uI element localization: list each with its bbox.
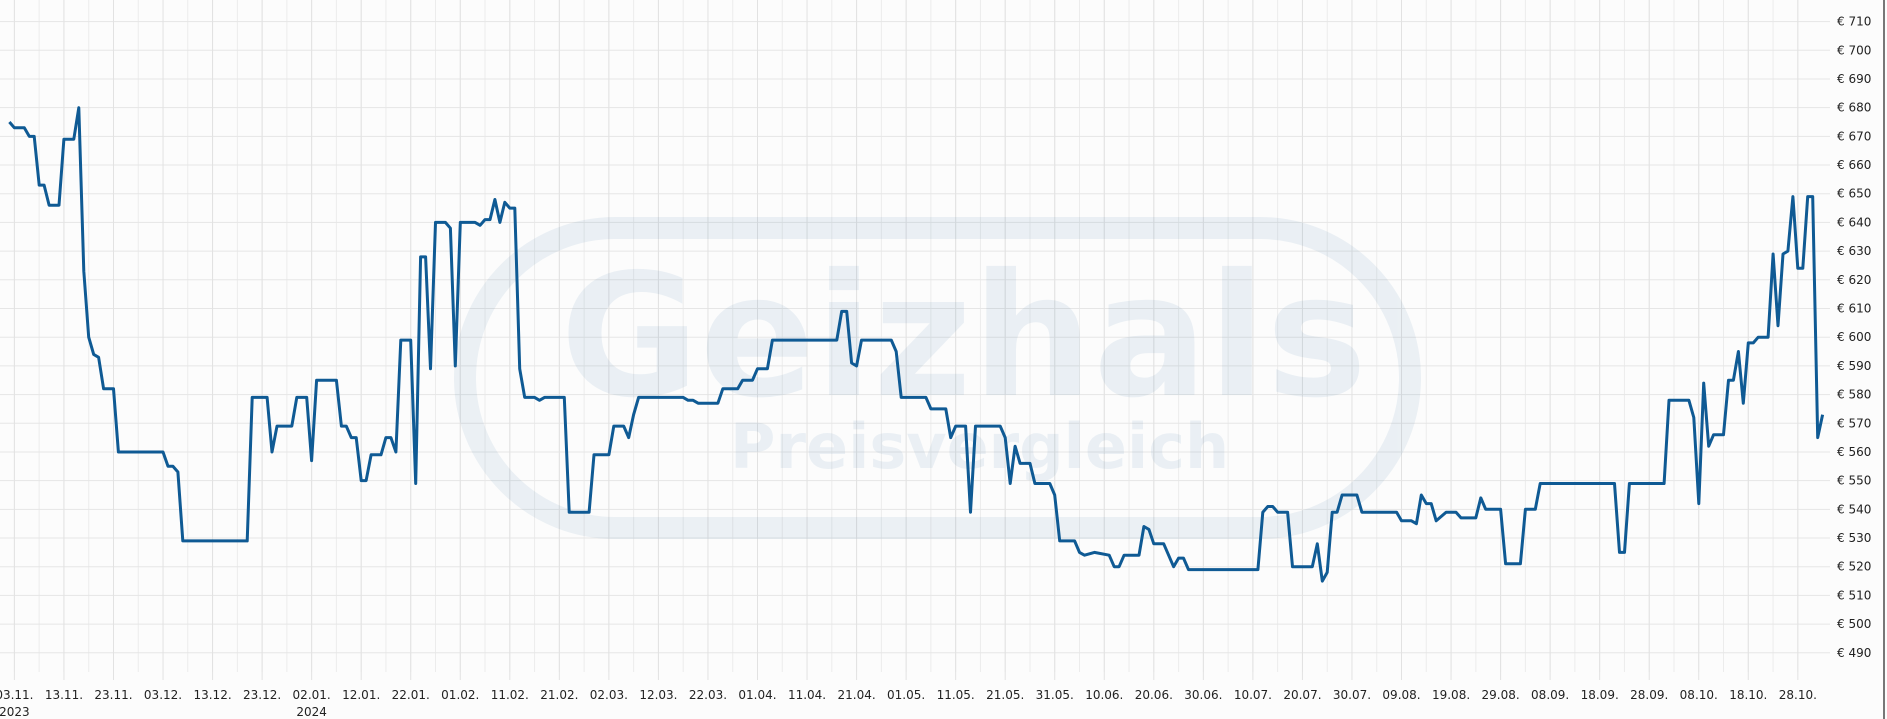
y-tick-label: € 570: [1837, 416, 1871, 430]
y-tick-label: € 710: [1837, 15, 1871, 29]
y-tick-label: € 690: [1837, 72, 1871, 86]
x-tick-label: 09.08.: [1382, 688, 1420, 702]
x-tick-label: 21.02.: [540, 688, 578, 702]
x-tick-label: 11.05.: [937, 688, 975, 702]
y-tick-label: € 510: [1837, 588, 1871, 602]
x-tick-label: 11.02.: [491, 688, 529, 702]
x-tick-label: 23.11.: [94, 688, 132, 702]
x-tick-label: 01.04.: [738, 688, 776, 702]
watermark-line1: Geizhals: [560, 238, 1367, 436]
y-tick-label: € 490: [1837, 646, 1871, 660]
x-tick-label: 28.10.: [1779, 688, 1817, 702]
x-year-label: 2023: [0, 705, 30, 719]
y-tick-label: € 530: [1837, 531, 1871, 545]
y-tick-label: € 630: [1837, 244, 1871, 258]
watermark-frame: [454, 217, 1421, 539]
grid: [0, 0, 1830, 680]
y-tick-label: € 620: [1837, 273, 1871, 287]
y-tick-label: € 540: [1837, 502, 1871, 516]
x-tick-label: 30.07.: [1333, 688, 1371, 702]
x-tick-label: 18.09.: [1581, 688, 1619, 702]
y-tick-label: € 550: [1837, 474, 1871, 488]
x-tick-label: 13.12.: [193, 688, 231, 702]
x-tick-label: 21.05.: [986, 688, 1024, 702]
y-tick-label: € 560: [1837, 445, 1871, 459]
y-tick-label: € 610: [1837, 302, 1871, 316]
y-tick-label: € 650: [1837, 187, 1871, 201]
y-tick-label: € 590: [1837, 359, 1871, 373]
x-tick-label: 23.12.: [243, 688, 281, 702]
price-line: [8, 106, 1825, 583]
y-tick-label: € 600: [1837, 330, 1871, 344]
x-axis: 03.11. 2023 13.11. 23.11. 03.12. 13.12. 23.12.…: [0, 688, 1817, 719]
x-tick-label: 30.06.: [1184, 688, 1222, 702]
x-tick-label: 10.07.: [1234, 688, 1272, 702]
y-axis: € 710 € 700 € 690 € 680 € 670 € 660 € 650 € 640…: [1837, 15, 1871, 660]
x-tick-label: 08.09.: [1531, 688, 1569, 702]
watermark-line2: Preisvergleich: [730, 410, 1229, 483]
x-tick-label: 08.10.: [1680, 688, 1718, 702]
x-tick-label: 10.06.: [1085, 688, 1123, 702]
x-tick-label: 12.03.: [639, 688, 677, 702]
x-tick-label: 20.06.: [1135, 688, 1173, 702]
x-tick-label: 18.10.: [1729, 688, 1767, 702]
x-tick-label: 11.04.: [788, 688, 826, 702]
x-tick-label: 31.05.: [1036, 688, 1074, 702]
x-tick-label: 01.02.: [441, 688, 479, 702]
x-year-label: 2024: [296, 705, 327, 719]
y-tick-label: € 580: [1837, 388, 1871, 402]
x-tick-label: 20.07.: [1283, 688, 1321, 702]
y-tick-label: € 640: [1837, 215, 1871, 229]
x-tick-label: 22.01.: [392, 688, 430, 702]
x-tick-label: 21.04.: [837, 688, 875, 702]
x-tick-label: 22.03.: [689, 688, 727, 702]
x-tick-label: 28.09.: [1630, 688, 1668, 702]
y-tick-label: € 700: [1837, 43, 1871, 57]
x-tick-label: 03.12.: [144, 688, 182, 702]
x-tick-label: 12.01.: [342, 688, 380, 702]
x-tick-label: 02.01.: [293, 688, 331, 702]
y-tick-label: € 670: [1837, 129, 1871, 143]
x-tick-label: 13.11.: [45, 688, 83, 702]
y-tick-label: € 660: [1837, 158, 1871, 172]
x-tick-label: 01.05.: [887, 688, 925, 702]
x-tick-label: 02.03.: [590, 688, 628, 702]
geizhals-watermark-logo: Geizhals Preisvergleich: [454, 217, 1421, 539]
x-tick-label: 19.08.: [1432, 688, 1470, 702]
x-tick-label: 03.11.: [0, 688, 33, 702]
y-tick-label: € 520: [1837, 560, 1871, 574]
x-tick-label: 29.08.: [1482, 688, 1520, 702]
y-tick-label: € 680: [1837, 101, 1871, 115]
y-tick-label: € 500: [1837, 617, 1871, 631]
